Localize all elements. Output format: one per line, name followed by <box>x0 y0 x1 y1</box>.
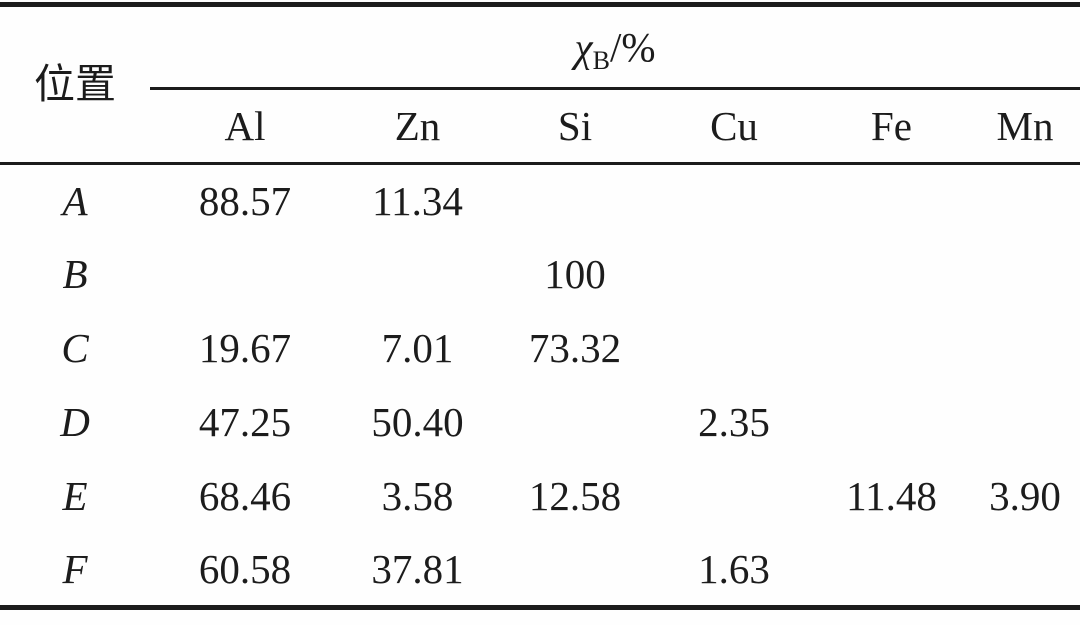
value-cell: 2.35 <box>698 399 770 445</box>
value-cell <box>495 534 655 608</box>
value-cell: 1.63 <box>698 545 770 592</box>
value-cell <box>813 164 970 238</box>
value-cell: 37.81 <box>371 545 464 592</box>
value-cell: 11.48 <box>846 473 937 519</box>
column-header-row: Al Zn Si Cu Fe Mn <box>0 88 1080 165</box>
column-header-fe: Fe <box>813 88 970 165</box>
row-label: D <box>60 399 90 445</box>
row-label: A <box>62 177 88 224</box>
value-cell: 3.90 <box>989 473 1061 519</box>
value-cell <box>150 238 340 312</box>
value-cell: 11.34 <box>372 177 463 224</box>
value-cell: 7.01 <box>381 325 454 371</box>
table-row: E 68.46 3.58 12.58 11.48 3.90 <box>0 460 1080 534</box>
value-cell: 47.25 <box>198 399 292 445</box>
value-cell <box>655 164 813 238</box>
value-cell: 68.46 <box>198 473 292 519</box>
value-cell <box>813 534 970 608</box>
group-header: χB/% <box>150 4 1080 90</box>
chi-subscript: B <box>592 45 610 75</box>
column-header-mn: Mn <box>970 88 1080 165</box>
value-cell <box>813 238 970 312</box>
value-cell: 100 <box>544 251 606 297</box>
value-cell <box>970 238 1080 312</box>
value-cell: 19.67 <box>198 325 292 371</box>
value-cell <box>813 386 970 460</box>
value-cell <box>495 386 655 460</box>
table-row: C 19.67 7.01 73.32 <box>0 312 1080 386</box>
column-header-si: Si <box>495 88 655 165</box>
value-cell <box>655 238 813 312</box>
value-cell <box>655 312 813 386</box>
value-cell: 50.40 <box>371 399 464 445</box>
value-cell: 12.58 <box>528 473 622 519</box>
column-header-cu: Cu <box>655 88 813 165</box>
value-cell <box>970 386 1080 460</box>
value-cell <box>655 460 813 534</box>
row-label: E <box>62 473 88 519</box>
value-cell: 88.57 <box>198 177 292 224</box>
group-header-row: 位置 χB/% <box>0 4 1080 165</box>
value-cell: 3.58 <box>381 473 454 519</box>
chi-symbol: χ <box>574 23 593 70</box>
value-cell <box>970 534 1080 608</box>
value-cell <box>970 312 1080 386</box>
value-cell <box>495 164 655 238</box>
table-row: D 47.25 50.40 2.35 <box>0 386 1080 460</box>
value-cell: 60.58 <box>198 545 292 592</box>
value-cell <box>340 238 495 312</box>
corner-label: 位置 <box>0 4 150 165</box>
column-header-al: Al <box>150 88 340 165</box>
table-row: A 88.57 11.34 <box>0 164 1080 238</box>
column-header-zn: Zn <box>340 88 495 165</box>
composition-table: 位置 χB/% Al Zn Si Cu Fe Mn A 88.57 11.34 <box>0 2 1080 610</box>
unit-label: /% <box>609 23 656 70</box>
row-label: F <box>62 545 88 592</box>
row-label: B <box>62 251 88 297</box>
table-row: F 60.58 37.81 1.63 <box>0 534 1080 608</box>
value-cell <box>970 164 1080 238</box>
row-label: C <box>61 325 89 371</box>
table-row: B 100 <box>0 238 1080 312</box>
value-cell <box>813 312 970 386</box>
value-cell: 73.32 <box>528 325 622 371</box>
